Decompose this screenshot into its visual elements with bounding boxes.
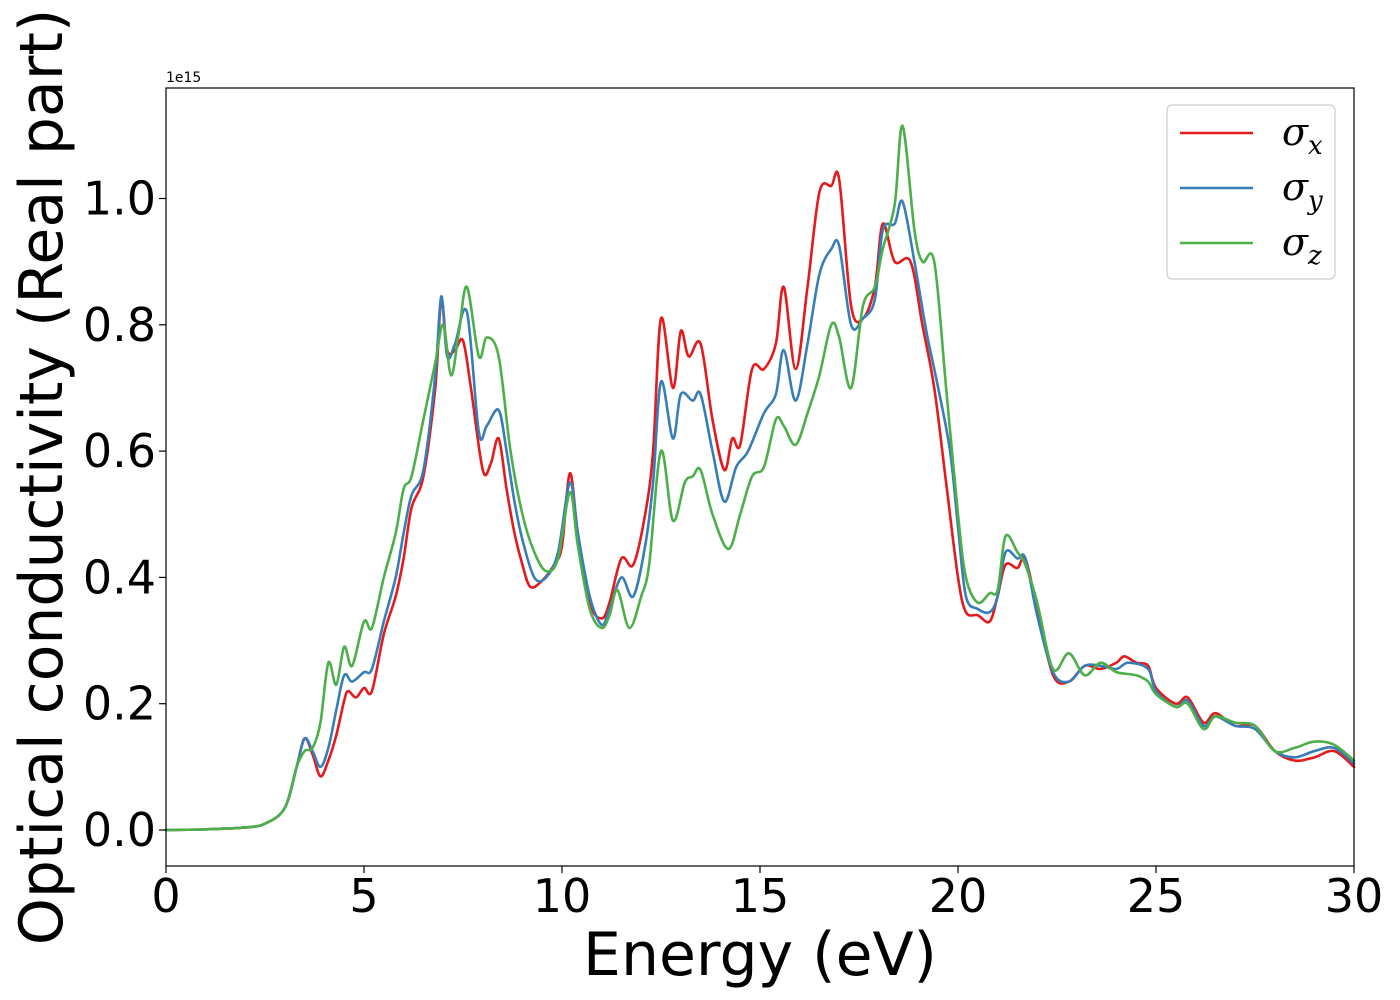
y-tick-label: 0.6 — [83, 424, 156, 478]
x-tick-label: 30 — [1325, 869, 1384, 923]
x-axis: 0 5 10 15 20 25 30 — [151, 866, 1383, 923]
x-tick-label: 0 — [151, 869, 180, 923]
y-tick-label: 0.4 — [83, 550, 156, 604]
y-tick-label: 0.2 — [83, 677, 156, 731]
y-tick-label: 0.0 — [83, 803, 156, 857]
x-tick-label: 20 — [929, 869, 988, 923]
y-offset-label: 1e15 — [166, 70, 201, 86]
legend-label-x: σx — [1282, 110, 1323, 161]
legend-box — [1166, 104, 1336, 280]
x-tick-label: 15 — [731, 869, 790, 923]
x-axis-title: Energy (eV) — [583, 920, 937, 990]
legend-label-y: σy — [1282, 165, 1323, 216]
series-layer — [164, 124, 1356, 832]
x-tick-label: 5 — [349, 869, 378, 923]
x-tick-label: 25 — [1127, 869, 1186, 923]
x-tick-label: 10 — [533, 869, 592, 923]
y-axis: 0.0 0.2 0.4 0.6 0.8 1.0 — [83, 172, 166, 857]
y-tick-label: 1.0 — [83, 172, 156, 226]
series-line-y — [164, 199, 1356, 832]
legend-label-z: σz — [1282, 220, 1322, 271]
plot-area — [166, 88, 1354, 866]
y-tick-label: 0.8 — [83, 298, 156, 352]
series-line-z — [164, 124, 1356, 832]
y-axis-title: Optical conductivity (Real part) — [7, 9, 77, 946]
